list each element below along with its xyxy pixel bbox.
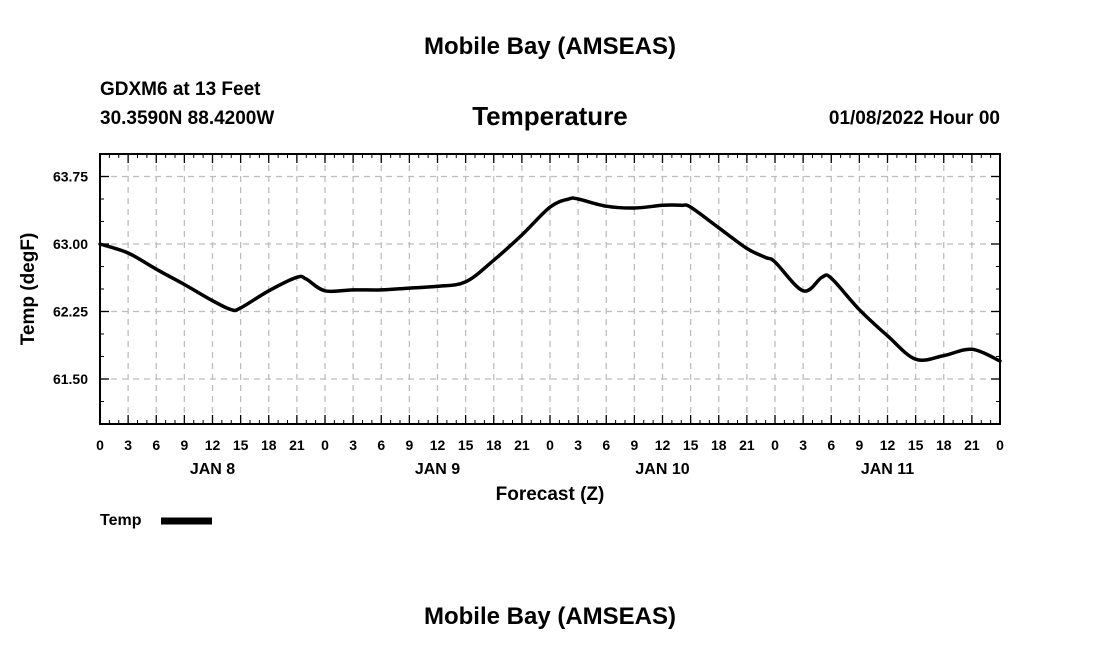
x-tick-label: 0: [546, 437, 554, 453]
x-tick-label: 21: [739, 437, 755, 453]
y-tick-label: 63.75: [53, 169, 88, 185]
y-tick-label: 62.25: [53, 304, 88, 320]
station-label: GDXM6 at 13 Feet: [100, 79, 261, 100]
x-tick-label: 21: [964, 437, 980, 453]
day-label: JAN 8: [190, 461, 235, 478]
grid: [100, 154, 1000, 424]
x-tick-label: 0: [321, 437, 329, 453]
x-tick-label: 6: [152, 437, 160, 453]
x-tick-label: 9: [180, 437, 188, 453]
x-tick-label: 18: [261, 437, 277, 453]
x-tick-label: 15: [233, 437, 249, 453]
y-tick-label: 61.50: [53, 371, 88, 387]
chart-title: Temperature: [472, 101, 628, 131]
x-tick-label: 12: [205, 437, 221, 453]
x-tick-label: 3: [574, 437, 582, 453]
x-tick-label: 3: [799, 437, 807, 453]
x-tick-label: 12: [880, 437, 896, 453]
x-tick-label: 0: [996, 437, 1004, 453]
legend: Temp: [100, 512, 212, 529]
plot-frame: [99, 153, 1001, 425]
x-tick-label: 9: [630, 437, 638, 453]
x-tick-label: 9: [405, 437, 413, 453]
day-label: JAN 10: [635, 461, 689, 478]
x-tick-label: 6: [377, 437, 385, 453]
x-tick-label: 18: [711, 437, 727, 453]
x-tick-label: 6: [602, 437, 610, 453]
legend-label-temp: Temp: [100, 512, 142, 529]
position-label: 30.3590N 88.4200W: [100, 108, 274, 129]
x-tick-label: 3: [349, 437, 357, 453]
forecast-time-label: 01/08/2022 Hour 00: [829, 108, 1000, 129]
day-label: JAN 9: [415, 461, 460, 478]
y-tick-label: 63.00: [53, 236, 88, 252]
x-tick-label: 9: [855, 437, 863, 453]
series-line-temp: [98, 196, 1002, 363]
x-tick-labels: 0 3 6 9 12 15 18 21 0 3 6 9 12 15 18 21 0 3 6 9 12 15 18 21 0 3 6 9…: [96, 437, 1004, 453]
x-tick-label: 15: [683, 437, 699, 453]
x-tick-label: 18: [936, 437, 952, 453]
chart-header-title: Mobile Bay (AMSEAS): [424, 33, 676, 60]
x-axis-title: Forecast (Z): [496, 484, 605, 505]
x-tick-label: 0: [771, 437, 779, 453]
x-tick-label: 0: [96, 437, 104, 453]
x-tick-label: 6: [827, 437, 835, 453]
x-tick-label: 12: [430, 437, 446, 453]
x-tick-label: 3: [124, 437, 132, 453]
x-tick-label: 12: [655, 437, 671, 453]
x-tick-label: 15: [908, 437, 924, 453]
day-labels: JAN 8 JAN 9 JAN 10 JAN 11: [190, 461, 914, 478]
x-tick-label: 21: [514, 437, 530, 453]
x-tick-label: 21: [289, 437, 305, 453]
footer-title: Mobile Bay (AMSEAS): [424, 603, 676, 630]
day-label: JAN 11: [861, 461, 914, 478]
y-axis-title: Temp (degF): [18, 233, 39, 346]
x-tick-label: 18: [486, 437, 502, 453]
x-tick-label: 15: [458, 437, 474, 453]
y-tick-labels: 63.75 63.00 62.25 61.50: [53, 169, 88, 388]
